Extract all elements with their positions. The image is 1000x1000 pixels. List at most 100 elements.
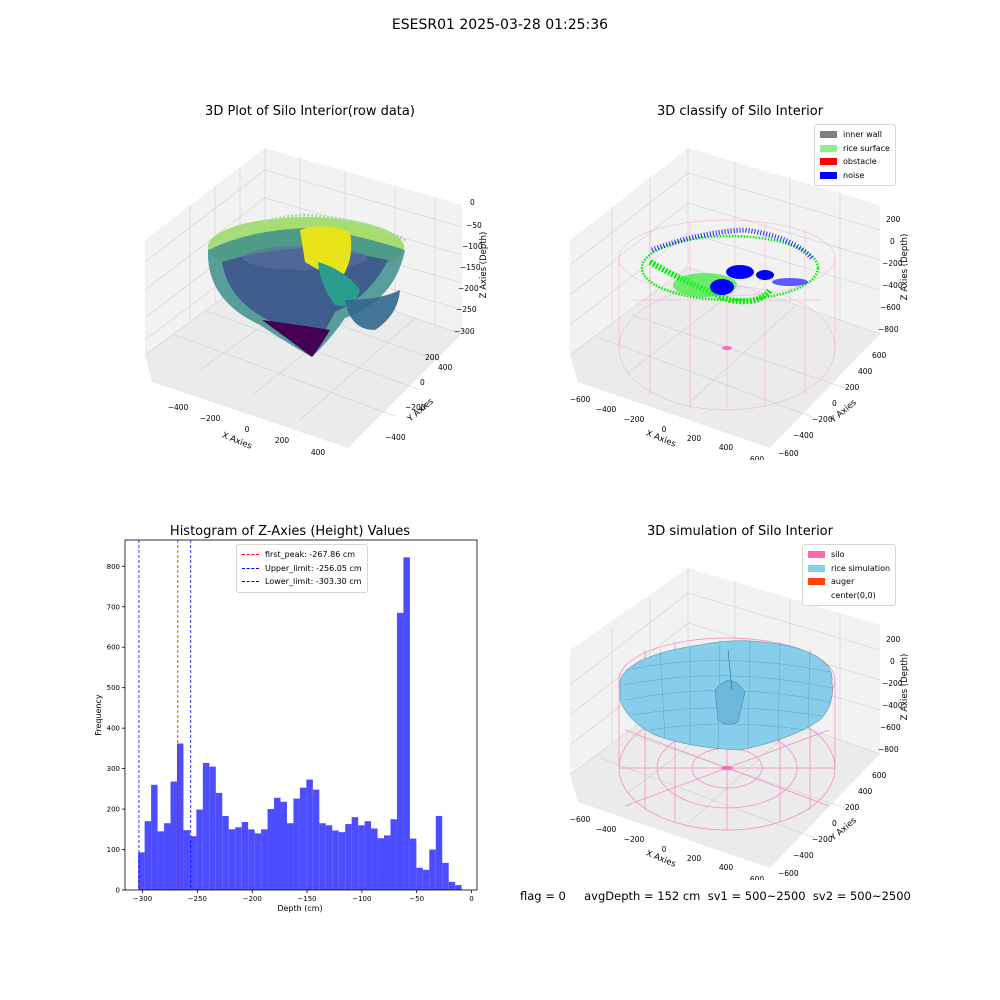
histogram-bar (164, 823, 171, 890)
svg-text:0: 0 (890, 657, 895, 666)
histogram-bar (312, 789, 320, 890)
histogram-bar (396, 612, 404, 890)
legend-label: noise (843, 170, 865, 180)
histogram-ylabel: Frequency (94, 694, 103, 736)
svg-text:200: 200 (886, 635, 901, 644)
svg-text:−600: −600 (778, 449, 799, 458)
classify-3d-plot: −600 −400 −200 0 200 400 600 −600 −400 −… (570, 148, 910, 460)
svg-text:400: 400 (719, 443, 734, 452)
x-tick-label: −250 (188, 895, 207, 903)
svg-text:−400: −400 (596, 405, 617, 414)
legend-item-silo: silo (808, 548, 890, 562)
histogram-frame (124, 539, 478, 891)
simulation-3d-plot: −600 −400 −200 0 200 400 600 −600 −400 −… (570, 568, 910, 880)
legend-item-auger: auger (808, 575, 890, 589)
histogram-bar (157, 831, 165, 890)
legend-label: rice simulation (831, 563, 891, 573)
status-footer: flag = 0 avgDepth = 152 cm sv1 = 500~250… (520, 889, 911, 903)
histogram-bar (429, 849, 436, 890)
classify-legend: inner wall rice surface obstacle noise (814, 124, 896, 186)
svg-text:−200: −200 (812, 415, 833, 424)
histogram-bar (358, 825, 365, 890)
legend-swatch (820, 144, 837, 152)
legend-label: rice surface (843, 143, 890, 153)
svg-text:200: 200 (886, 215, 901, 224)
legend-item-lower-limit: Lower_limit: -303.30 cm (242, 575, 362, 589)
svg-text:−250: −250 (456, 305, 477, 314)
svg-text:−600: −600 (880, 303, 901, 312)
svg-text:400: 400 (311, 448, 326, 457)
histogram-legend: first_peak: -267.86 cm Upper_limit: -256… (236, 544, 368, 593)
histogram-bar (364, 821, 372, 890)
histogram-bar (384, 835, 391, 890)
svg-text:−800: −800 (878, 745, 899, 754)
legend-label: silo (831, 550, 845, 560)
svg-text:−600: −600 (778, 869, 799, 878)
histogram-bar (319, 823, 326, 890)
svg-text:−200: −200 (405, 403, 426, 412)
histogram-bar (325, 825, 333, 890)
svg-text:−400: −400 (793, 431, 814, 440)
histogram-marker-lines (138, 540, 192, 890)
histogram-bar (416, 867, 423, 890)
histogram-bar (455, 885, 462, 890)
histogram-bar (235, 827, 242, 890)
histogram-bar (151, 784, 158, 890)
svg-text:−400: −400 (882, 701, 903, 710)
svg-text:0: 0 (662, 845, 667, 854)
x-tick-label: 0 (469, 895, 473, 903)
legend-line (242, 581, 259, 583)
histogram-bar (332, 830, 339, 890)
histogram-bar (261, 829, 268, 890)
svg-text:0: 0 (245, 425, 250, 434)
legend-label: center(0,0) (831, 590, 876, 600)
y-tick-label: 300 (107, 765, 120, 773)
svg-text:−200: −200 (882, 679, 903, 688)
legend-swatch (808, 578, 825, 586)
svg-text:200: 200 (275, 436, 290, 445)
svg-text:−800: −800 (878, 325, 899, 334)
svg-text:0: 0 (832, 819, 837, 828)
legend-item-rice-surface: rice surface (820, 142, 890, 156)
svg-text:0: 0 (832, 399, 837, 408)
y-tick-label: 400 (107, 725, 120, 733)
raw-3d-plot: −400 −200 0 200 400 −400 −200 0 200 400 … (144, 148, 489, 457)
legend-swatch (820, 158, 837, 166)
histogram-bar (371, 828, 378, 890)
y-tick-label: 800 (107, 563, 120, 571)
legend-label: Lower_limit: -303.30 cm (265, 577, 362, 587)
legend-line (242, 567, 259, 569)
histogram-bar (409, 838, 417, 890)
histogram-bar (403, 557, 410, 890)
histogram-bar (176, 743, 184, 890)
histogram-bar (138, 852, 145, 890)
histogram-xlabel: Depth (cm) (277, 904, 322, 913)
svg-text:−400: −400 (168, 403, 189, 412)
svg-text:−200: −200 (882, 259, 903, 268)
simulation-legend: silo rice simulation auger center(0,0) (802, 544, 897, 606)
svg-text:200: 200 (687, 434, 702, 443)
svg-text:600: 600 (872, 771, 887, 780)
svg-text:−100: −100 (462, 242, 483, 251)
histogram-bar (228, 829, 236, 890)
svg-text:−50: −50 (466, 221, 482, 230)
histogram-title: Histogram of Z-Axies (Height) Values (169, 524, 411, 539)
y-tick-label: 500 (107, 684, 120, 692)
histogram-bar (209, 766, 216, 890)
legend-label: first_peak: -267.86 cm (265, 550, 356, 560)
x-tick-label: −150 (297, 895, 316, 903)
svg-text:200: 200 (425, 353, 440, 362)
legend-item-inner-wall: inner wall (820, 128, 890, 142)
svg-text:0: 0 (420, 378, 425, 387)
svg-text:−600: −600 (570, 395, 591, 404)
histogram-panel: Histogram of Z-Axies (Height) Values −30… (90, 520, 490, 920)
histogram-bar (345, 824, 352, 890)
x-tick-label: −300 (133, 895, 152, 903)
svg-text:−600: −600 (570, 815, 591, 824)
svg-text:0: 0 (470, 198, 475, 207)
svg-text:400: 400 (719, 863, 734, 872)
histogram-bar (280, 801, 287, 890)
svg-text:−200: −200 (624, 415, 645, 424)
svg-text:−200: −200 (200, 414, 221, 423)
svg-text:Z Axies (Depth): Z Axies (Depth) (900, 234, 910, 301)
